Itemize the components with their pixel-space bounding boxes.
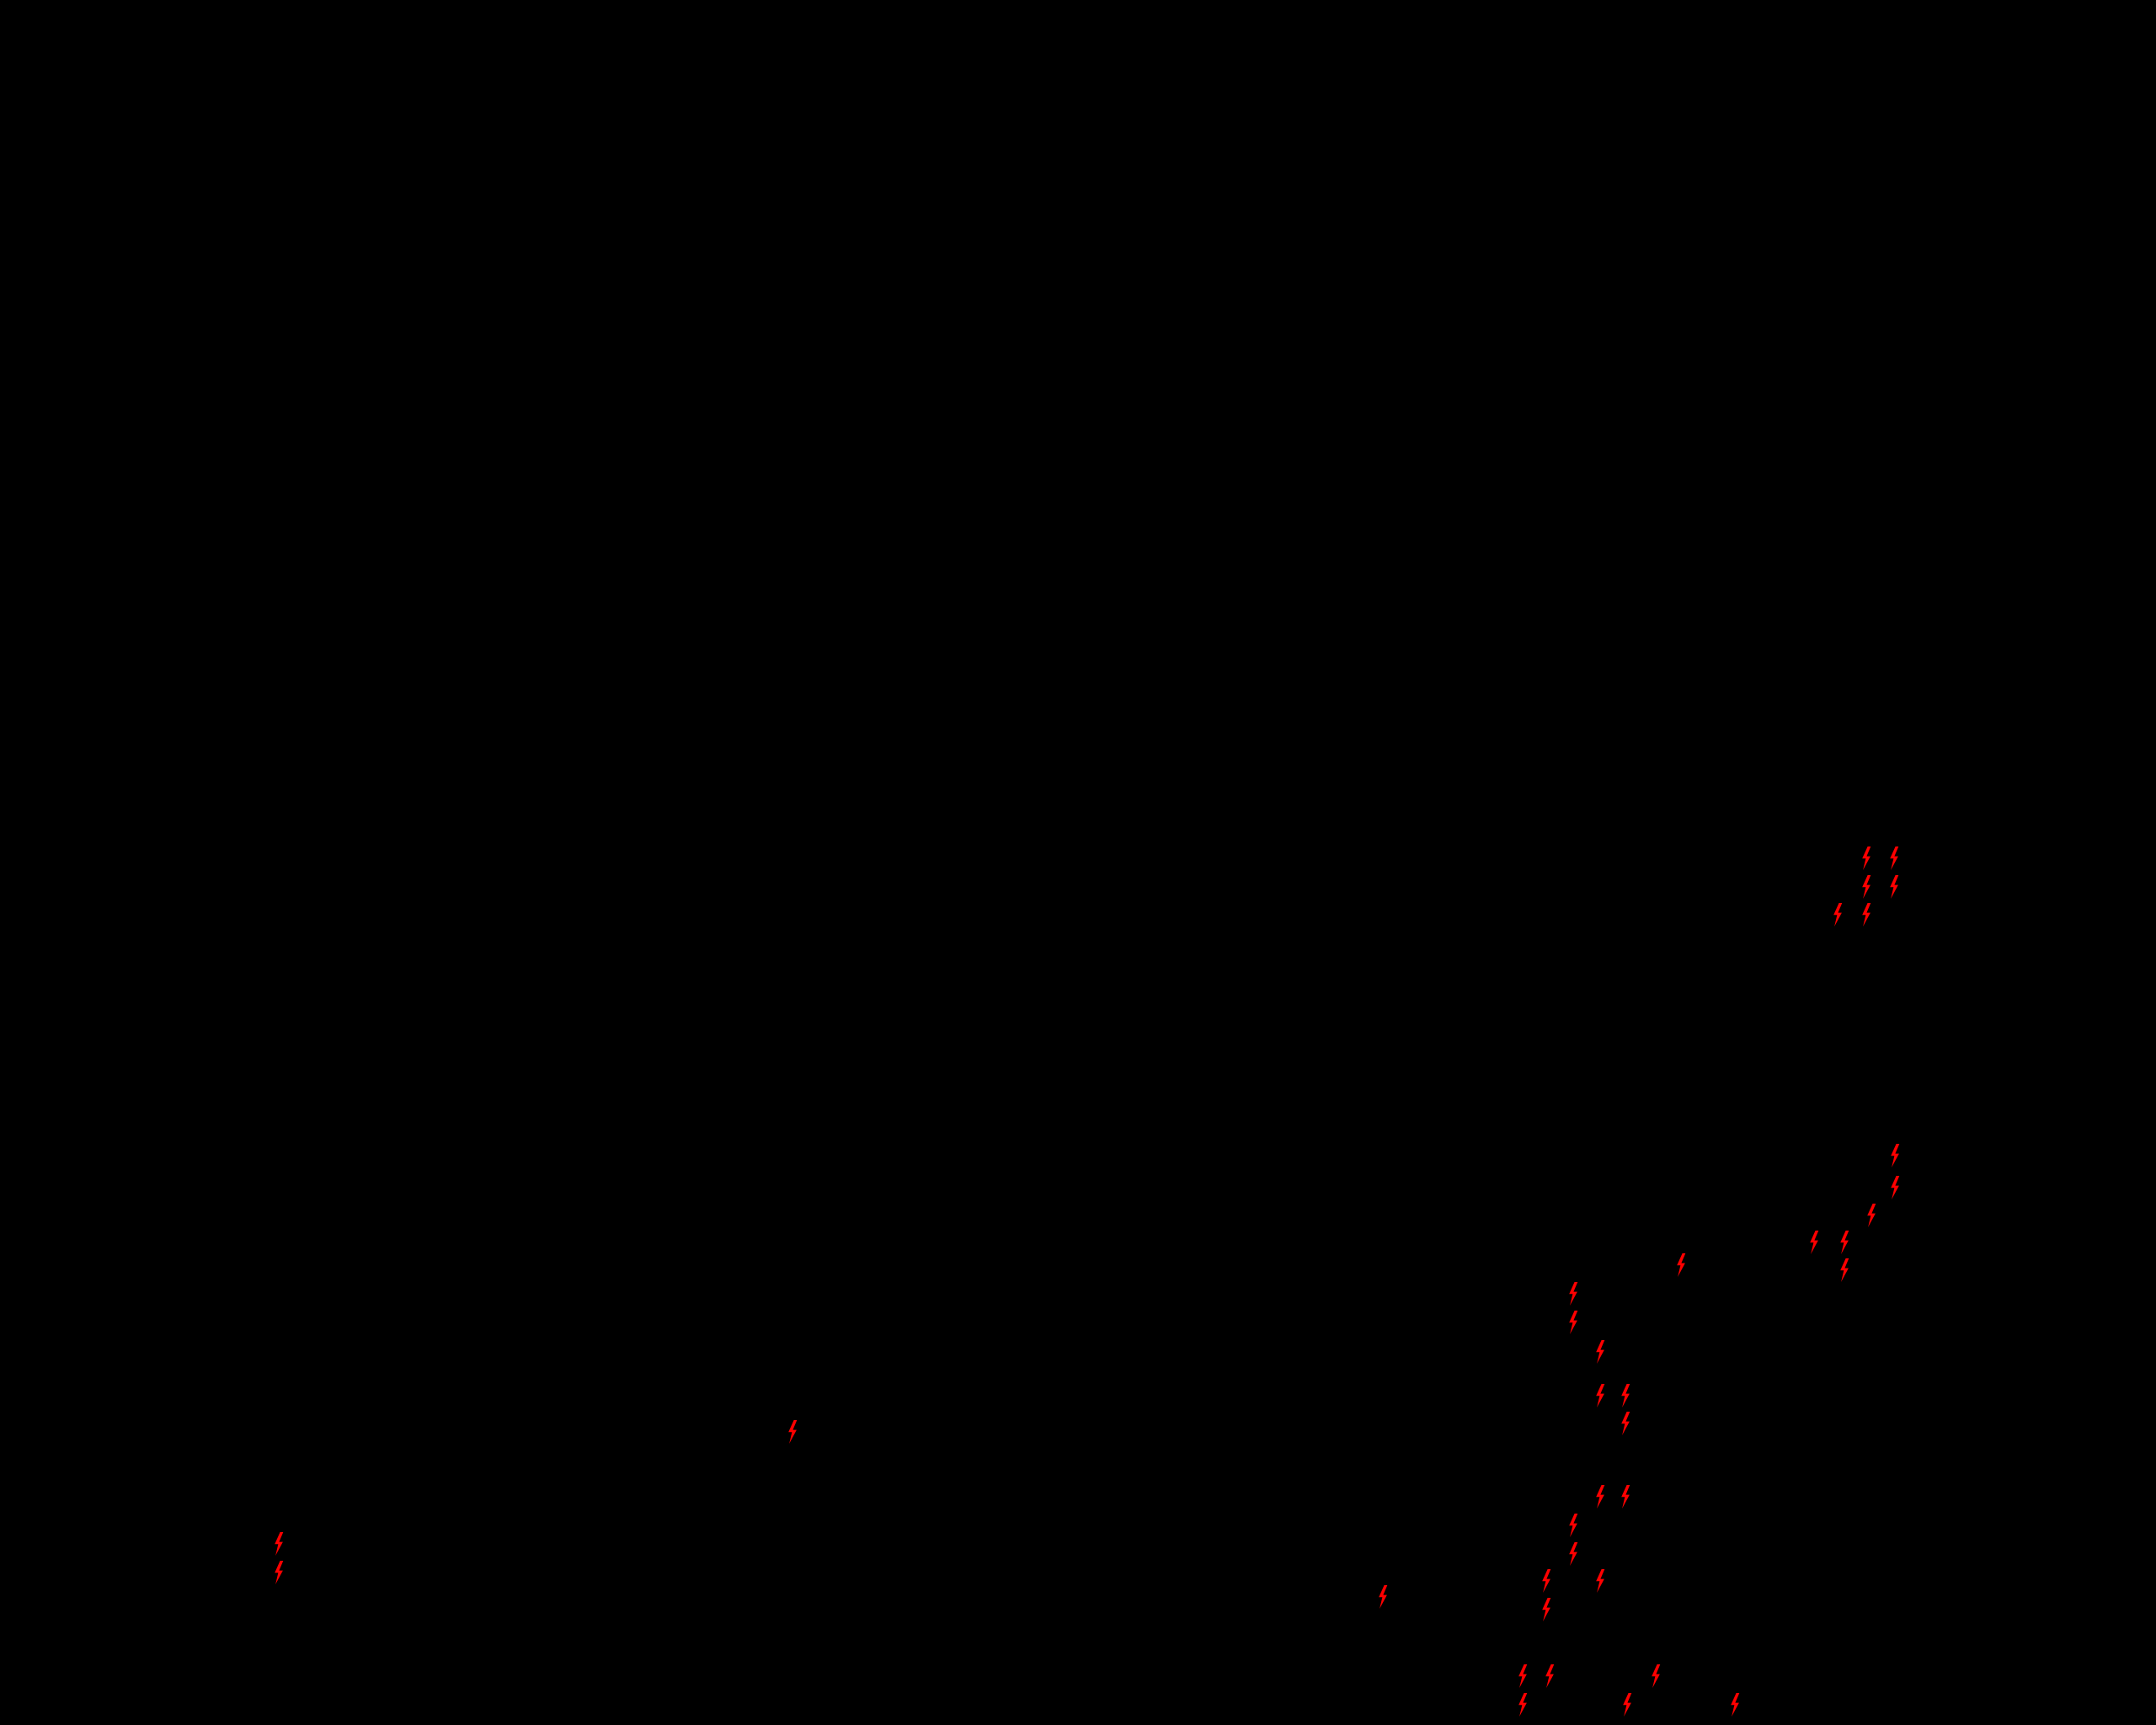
- lightning-bolt-icon: [1620, 1412, 1631, 1435]
- lightning-bolt-icon: [273, 1532, 285, 1556]
- lightning-bolt-icon: [1540, 1569, 1552, 1593]
- lightning-bolt-icon: [1889, 1144, 1901, 1167]
- lightning-bolt-icon: [1621, 1693, 1633, 1717]
- lightning-bolt-icon: [1729, 1693, 1741, 1717]
- lightning-bolt-icon: [1838, 1258, 1850, 1282]
- lightning-bolt-icon: [1567, 1514, 1579, 1537]
- lightning-bolt-icon: [1865, 1204, 1877, 1227]
- lightning-bolt-icon: [1377, 1585, 1389, 1609]
- lightning-bolt-icon: [1650, 1664, 1662, 1688]
- lightning-bolt-icon: [1860, 903, 1872, 927]
- lightning-bolt-icon: [1838, 1231, 1850, 1254]
- lightning-bolt-icon: [1620, 1485, 1631, 1509]
- lightning-bolt-icon: [1567, 1542, 1579, 1566]
- lightning-bolt-icon: [1832, 903, 1844, 927]
- lightning-bolt-icon: [1517, 1693, 1529, 1717]
- lightning-bolt-icon: [1888, 846, 1900, 870]
- lightning-bolt-icon: [1860, 846, 1872, 870]
- lightning-bolt-icon: [1594, 1340, 1606, 1364]
- lightning-bolt-icon: [1889, 1176, 1901, 1199]
- lightning-bolt-icon: [1594, 1485, 1606, 1509]
- lightning-bolt-icon: [1594, 1384, 1606, 1407]
- lightning-bolt-icon: [1675, 1253, 1687, 1277]
- lightning-bolt-icon: [1517, 1664, 1529, 1688]
- lightning-bolt-icon: [1567, 1282, 1579, 1306]
- lightning-bolt-icon: [1860, 875, 1872, 899]
- lightning-bolt-icon: [1544, 1664, 1556, 1688]
- lightning-bolt-icon: [1540, 1598, 1552, 1621]
- lightning-bolt-icon: [273, 1561, 285, 1584]
- lightning-bolt-icon: [1888, 875, 1900, 899]
- lightning-bolt-icon: [787, 1420, 798, 1444]
- lightning-bolt-icon: [1567, 1311, 1579, 1334]
- lightning-bolt-icon: [1594, 1569, 1606, 1593]
- lightning-bolt-icon: [1808, 1231, 1820, 1254]
- lightning-bolt-icon: [1620, 1384, 1631, 1407]
